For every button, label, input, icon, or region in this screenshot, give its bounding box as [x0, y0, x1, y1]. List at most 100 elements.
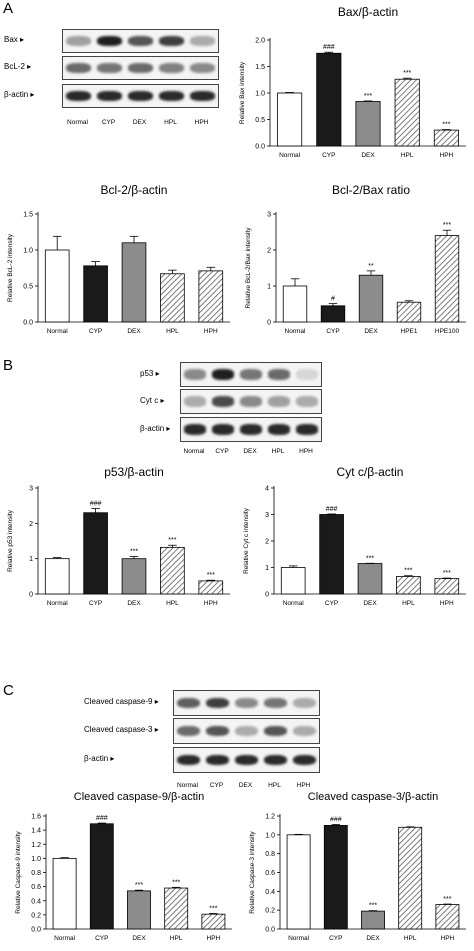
- blot-band: [234, 754, 259, 766]
- blot-lane-label: Normal: [177, 782, 198, 789]
- blot-row-label: Cyt c ▸: [140, 395, 165, 405]
- blot-strip: [173, 690, 320, 716]
- blot-strip: [180, 417, 322, 442]
- x-tick-label: Normal: [54, 935, 76, 942]
- bar: [361, 910, 385, 930]
- significance-label: ***: [443, 570, 451, 577]
- y-tick-label: 0.0: [255, 144, 265, 151]
- bar: [277, 92, 303, 147]
- y-tick-label: 1.6: [31, 814, 41, 821]
- blot-band: [128, 36, 153, 46]
- blot-band: [292, 697, 317, 709]
- x-tick-label: HPH: [204, 600, 218, 607]
- y-axis-label: Relative Caspase-9 intensity: [15, 831, 22, 914]
- blot-row-label: BcL-2 ▸: [4, 62, 32, 71]
- x-tick-label: HPH: [441, 935, 455, 942]
- panel-label-b: B: [3, 357, 14, 374]
- x-tick-label: HPL: [402, 600, 415, 607]
- chart-title: Cleaved caspase-9/β-actin: [74, 791, 204, 803]
- y-tick-label: 0.0: [31, 927, 41, 934]
- y-tick-label: 0.5: [255, 117, 265, 124]
- y-tick-label: 1.0: [255, 91, 265, 98]
- x-tick-label: Normal: [47, 328, 69, 335]
- blot-band: [211, 369, 235, 380]
- significance-label: ###: [326, 506, 338, 513]
- x-tick-label: Normal: [283, 600, 305, 607]
- y-tick-label: 0.0: [265, 927, 275, 934]
- bar: [433, 129, 459, 147]
- blot-lane-label: Normal: [183, 448, 205, 455]
- y-tick-label: 0.0: [23, 320, 33, 327]
- y-tick-label: 1.4: [31, 828, 41, 835]
- blot-band: [97, 91, 122, 101]
- blot-band: [159, 91, 184, 101]
- blot-lane-label: HPH: [194, 119, 209, 126]
- x-tick-label: CYP: [89, 328, 102, 335]
- blot-band: [176, 697, 201, 709]
- chart-casp9: Cleaved caspase-9/β-actin Relative Caspas…: [15, 791, 232, 942]
- x-tick-label: HPH: [440, 152, 454, 159]
- panel-label-c: C: [3, 682, 14, 699]
- y-tick-label: 0.8: [265, 851, 275, 858]
- blot-band: [239, 424, 263, 435]
- y-axis-label: Relative p53 intensity: [7, 509, 14, 572]
- x-tick-label: HPL: [166, 328, 179, 335]
- x-tick-label: Normal: [47, 600, 69, 607]
- chart-casp3: Cleaved caspase-3/β-actin Relative Caspas…: [249, 791, 466, 942]
- significance-label: ***: [442, 122, 450, 129]
- x-tick-label: DEX: [132, 935, 146, 942]
- chart-title: Cyt c/β-actin: [337, 465, 404, 479]
- blot-lane-label: DEX: [238, 782, 253, 789]
- y-tick-label: 0.2: [31, 912, 41, 919]
- significance-label: ***: [443, 896, 451, 903]
- blot-lane-label: HPH: [299, 448, 313, 455]
- significance-label: ***: [403, 70, 411, 77]
- blot-row-label: Cleaved caspase-9 ▸: [84, 697, 159, 706]
- bar: [198, 580, 224, 595]
- bar: [52, 857, 77, 930]
- chart-bcl2: Bcl-2/β-actin Relative BcL-2 intensity 0.0…: [7, 183, 230, 335]
- significance-label: ***: [443, 222, 451, 229]
- y-tick-label: 1.0: [23, 248, 33, 255]
- chart-bax: Bax/β-actin Relative Bax intensity 0.0 0.5 1…: [239, 5, 466, 159]
- bar: [319, 514, 344, 595]
- chart-title: Bcl-2/β-actin: [101, 183, 168, 197]
- blot-band: [128, 91, 153, 101]
- x-tick-label: DEX: [366, 935, 380, 942]
- y-tick-label: 0: [267, 320, 271, 327]
- bar: [44, 249, 70, 323]
- significance-label: ***: [168, 537, 176, 544]
- blot-strip: [173, 747, 320, 773]
- blot-band: [97, 63, 122, 73]
- blot-band: [159, 36, 184, 46]
- panel-label-a: A: [3, 0, 14, 17]
- blot-band: [205, 754, 230, 766]
- y-tick-label: 0: [265, 592, 269, 599]
- y-tick-label: 0.6: [31, 884, 41, 891]
- bar: [160, 273, 185, 323]
- blot-row-label: β-actin ▸: [140, 423, 171, 433]
- blot-band: [183, 424, 207, 435]
- blot-band: [97, 36, 122, 46]
- significance-label: ***: [366, 555, 374, 562]
- blot-band: [183, 369, 207, 380]
- x-tick-label: Normal: [285, 328, 307, 335]
- blot-band: [190, 36, 215, 46]
- blot-band: [205, 725, 230, 737]
- bar: [434, 235, 460, 323]
- x-tick-label: DEX: [127, 328, 141, 335]
- blot-band: [263, 725, 288, 737]
- significance-label: ***: [404, 568, 412, 575]
- blot-lane-label: DEX: [243, 448, 257, 455]
- bar: [89, 823, 114, 930]
- y-tick-label: 1.2: [31, 842, 41, 849]
- bar: [160, 546, 185, 595]
- x-tick-label: CYP: [326, 328, 339, 335]
- x-tick-label: DEX: [127, 600, 141, 607]
- blot-row-label: p53 ▸: [140, 368, 160, 378]
- x-tick-label: HPL: [166, 600, 179, 607]
- significance-label: ***: [130, 549, 138, 556]
- blot-band: [263, 754, 288, 766]
- x-tick-label: HPE100: [435, 328, 460, 335]
- chart-title: Cleaved caspase-3/β-actin: [308, 791, 438, 803]
